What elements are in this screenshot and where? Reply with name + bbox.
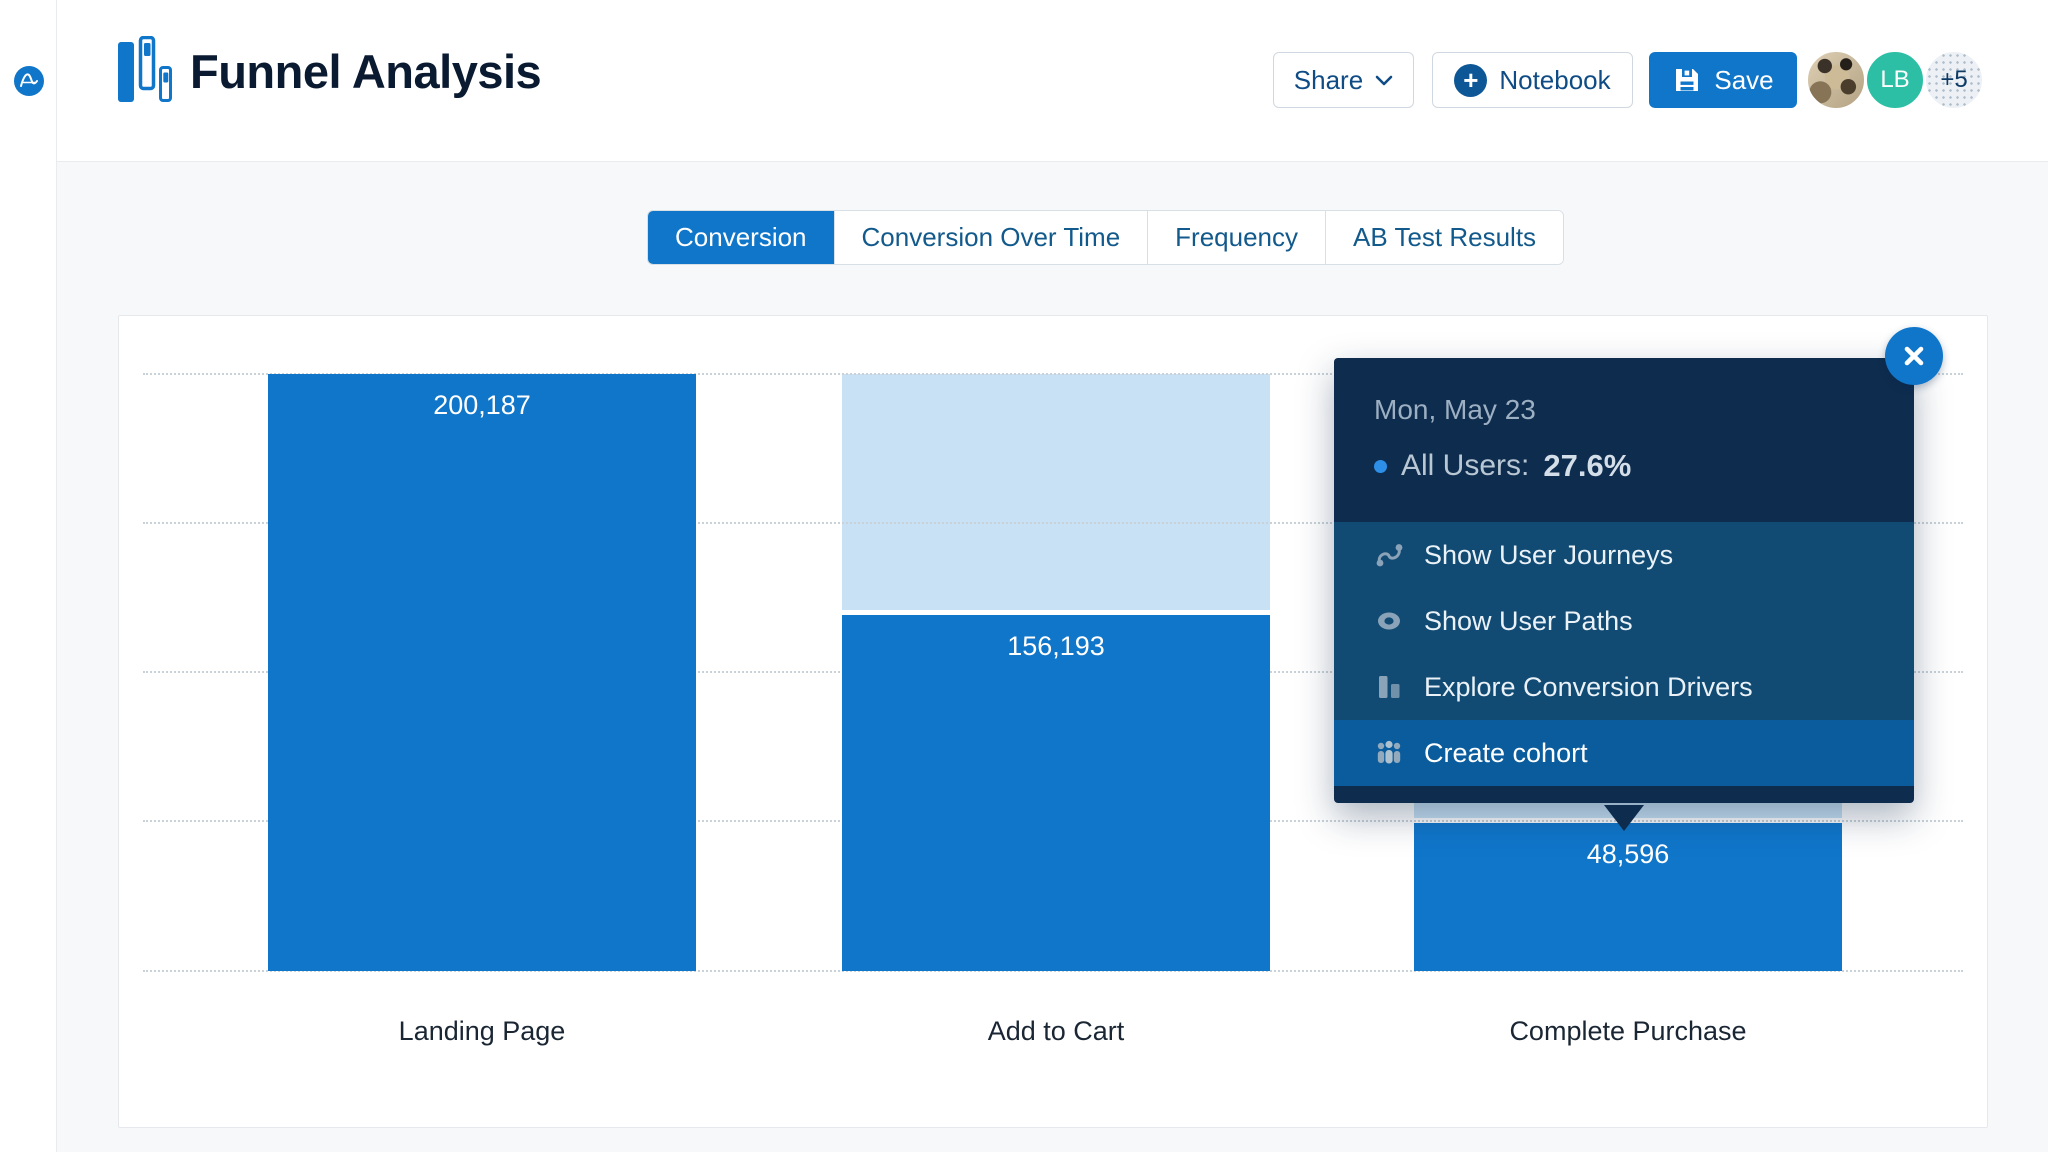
notebook-button[interactable]: + Notebook bbox=[1432, 52, 1633, 108]
avatar-photo[interactable] bbox=[1805, 49, 1867, 111]
funnel-bar-complete-purchase[interactable]: 48,596 bbox=[1414, 823, 1842, 971]
chart-type-tabs: Conversion Conversion Over Time Frequenc… bbox=[647, 210, 1565, 265]
plus-circle-icon: + bbox=[1454, 63, 1488, 97]
tab-conversion-over-time[interactable]: Conversion Over Time bbox=[834, 211, 1149, 264]
save-button[interactable]: Save bbox=[1649, 52, 1797, 108]
paths-icon bbox=[1374, 606, 1404, 636]
left-rail bbox=[0, 0, 57, 1152]
menu-item-label: Show User Journeys bbox=[1424, 539, 1674, 570]
amplitude-logo-icon[interactable] bbox=[14, 66, 44, 96]
gridline-75pct bbox=[143, 522, 1963, 524]
tooltip-series-label: All Users: bbox=[1401, 449, 1530, 482]
amplitude-a-glyph bbox=[20, 73, 38, 87]
x-axis-label-complete-purchase: Complete Purchase bbox=[1509, 1016, 1747, 1046]
chevron-down-icon bbox=[1375, 75, 1393, 85]
menu-item-create-cohort[interactable]: Create cohort bbox=[1334, 720, 1914, 786]
x-axis-label-landing-page: Landing Page bbox=[398, 1016, 566, 1046]
menu-item-label: Explore Conversion Drivers bbox=[1424, 671, 1753, 702]
share-button-label: Share bbox=[1293, 64, 1364, 95]
share-button[interactable]: Share bbox=[1273, 52, 1414, 108]
avatar-overflow-count[interactable]: +5 bbox=[1923, 49, 1985, 111]
save-disk-icon bbox=[1676, 69, 1699, 91]
journey-icon bbox=[1374, 540, 1404, 570]
bar-chart-icon bbox=[1374, 672, 1404, 702]
tooltip-footer-strip bbox=[1334, 786, 1914, 803]
menu-item-show-user-journeys[interactable]: Show User Journeys bbox=[1334, 522, 1914, 588]
tab-frequency[interactable]: Frequency bbox=[1148, 211, 1327, 264]
tooltip-menu: Show User Journeys Show User Paths bbox=[1334, 522, 1914, 786]
bar-value-label: 156,193 bbox=[1007, 631, 1105, 661]
save-button-label: Save bbox=[1714, 64, 1774, 95]
menu-item-label: Create cohort bbox=[1424, 737, 1588, 768]
tooltip-arrow bbox=[1604, 805, 1644, 831]
tooltip-date: Mon, May 23 bbox=[1374, 394, 1536, 425]
tab-conversion[interactable]: Conversion bbox=[648, 211, 835, 264]
funnel-bar-landing-page[interactable]: 200,187 bbox=[268, 374, 696, 971]
tab-ab-test-results[interactable]: AB Test Results bbox=[1326, 211, 1564, 264]
tooltip-header: Mon, May 23 All Users: 27.6% bbox=[1334, 358, 1914, 522]
funnel-bar-add-to-cart-total[interactable] bbox=[842, 374, 1270, 610]
bar-value-label: 200,187 bbox=[433, 390, 531, 420]
series-dot-icon bbox=[1374, 459, 1387, 473]
avatar-overflow-label: +5 bbox=[1940, 66, 1968, 93]
menu-item-explore-conversion-drivers[interactable]: Explore Conversion Drivers bbox=[1334, 654, 1914, 720]
avatar-initials-label: LB bbox=[1880, 66, 1910, 93]
x-axis-label-add-to-cart: Add to Cart bbox=[987, 1016, 1125, 1046]
funnel-bar-add-to-cart[interactable]: 156,193 bbox=[842, 615, 1270, 971]
cohort-icon bbox=[1374, 738, 1404, 768]
gridline-100pct bbox=[143, 373, 1963, 375]
avatar-initials[interactable]: LB bbox=[1864, 49, 1926, 111]
top-bar: Funnel Analysis Share + Notebook Save bbox=[57, 0, 2048, 162]
notebook-button-label: Notebook bbox=[1499, 64, 1611, 95]
tooltip-series-value: 27.6% bbox=[1543, 448, 1632, 483]
gridline-baseline bbox=[143, 970, 1963, 972]
tooltip-series-row: All Users: 27.6% bbox=[1374, 448, 1914, 484]
avatar-group: LB +5 bbox=[1805, 49, 1985, 111]
funnel-chart-icon bbox=[118, 35, 172, 107]
close-tooltip-button[interactable] bbox=[1885, 327, 1943, 385]
bar-tooltip: Mon, May 23 All Users: 27.6% Show User J… bbox=[1334, 358, 1914, 831]
title-group: Funnel Analysis bbox=[118, 35, 542, 107]
menu-item-label: Show User Paths bbox=[1424, 605, 1633, 636]
page-title: Funnel Analysis bbox=[190, 45, 542, 98]
bar-value-label: 48,596 bbox=[1586, 839, 1670, 869]
menu-item-show-user-paths[interactable]: Show User Paths bbox=[1334, 588, 1914, 654]
close-icon bbox=[1904, 346, 1924, 366]
